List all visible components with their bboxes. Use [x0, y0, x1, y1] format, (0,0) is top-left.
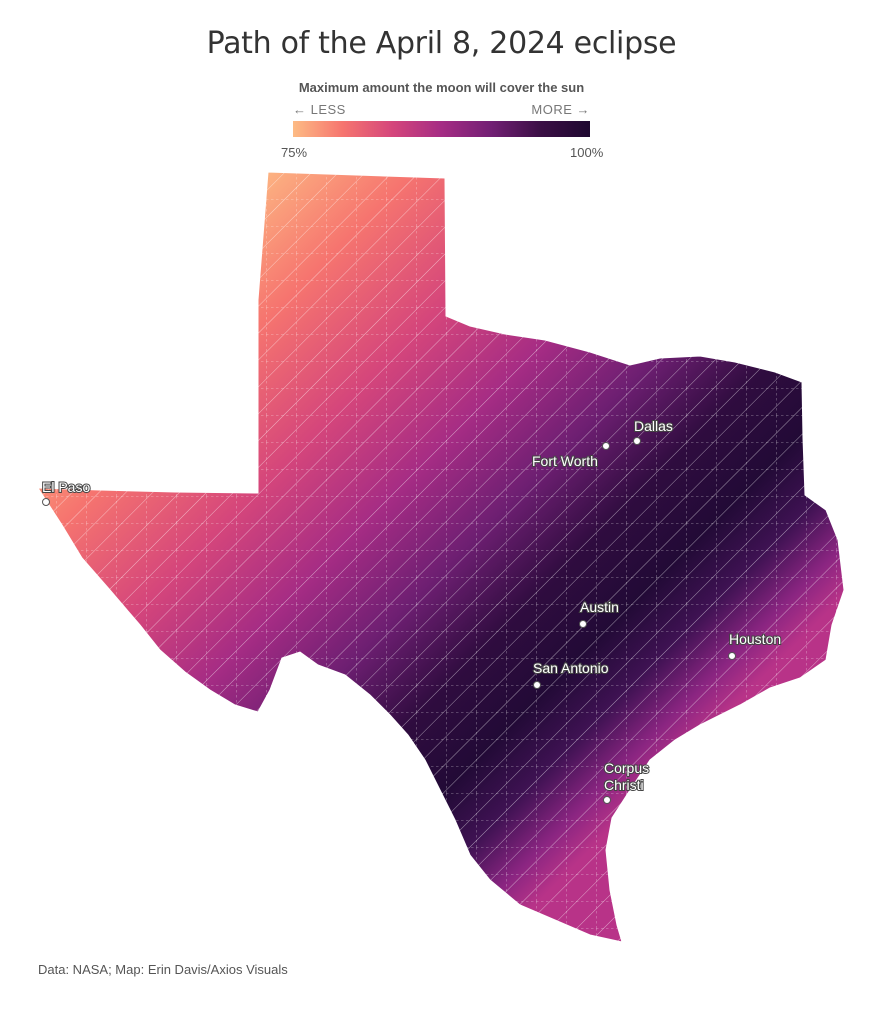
city-marker-san-antonio — [533, 681, 541, 689]
city-label-corpus-christi-line1: Corpus — [604, 760, 649, 776]
city-label-el-paso: El Paso — [42, 479, 90, 495]
city-marker-el-paso — [42, 498, 50, 506]
city-marker-austin — [579, 620, 587, 628]
city-marker-houston — [728, 652, 736, 660]
legend-more-label: MORE → — [531, 102, 590, 117]
city-label-corpus-christi-line2: Christi — [604, 777, 644, 793]
eclipse-coverage-layer — [38, 172, 844, 942]
legend-title: Maximum amount the moon will cover the s… — [298, 80, 585, 95]
legend-max-label: 100% — [570, 145, 604, 160]
city-austin: Austin — [579, 598, 620, 628]
city-fort-worth: Fort Worth — [531, 442, 610, 470]
chart-title: Path of the April 8, 2024 eclipse — [206, 26, 677, 61]
source-credit: Data: NASA; Map: Erin Davis/Axios Visual… — [38, 962, 288, 977]
city-label-san-antonio: San Antonio — [533, 660, 609, 676]
city-houston: Houston — [728, 630, 782, 660]
city-label-fort-worth: Fort Worth — [532, 453, 598, 469]
legend-less-label: ← LESS — [293, 102, 346, 117]
city-marker-fort-worth — [602, 442, 610, 450]
city-dallas: Dallas — [633, 417, 674, 445]
city-label-austin: Austin — [580, 599, 619, 615]
city-el-paso: El Paso — [41, 478, 91, 506]
city-san-antonio: San Antonio — [532, 659, 610, 689]
city-label-houston: Houston — [729, 631, 781, 647]
city-corpus-christi: Corpus Christi — [603, 759, 650, 804]
city-marker-corpus-christi — [603, 796, 611, 804]
city-label-dallas: Dallas — [634, 418, 673, 434]
city-marker-dallas — [633, 437, 641, 445]
legend-color-scale — [293, 121, 590, 137]
legend-min-label: 75% — [281, 145, 308, 160]
